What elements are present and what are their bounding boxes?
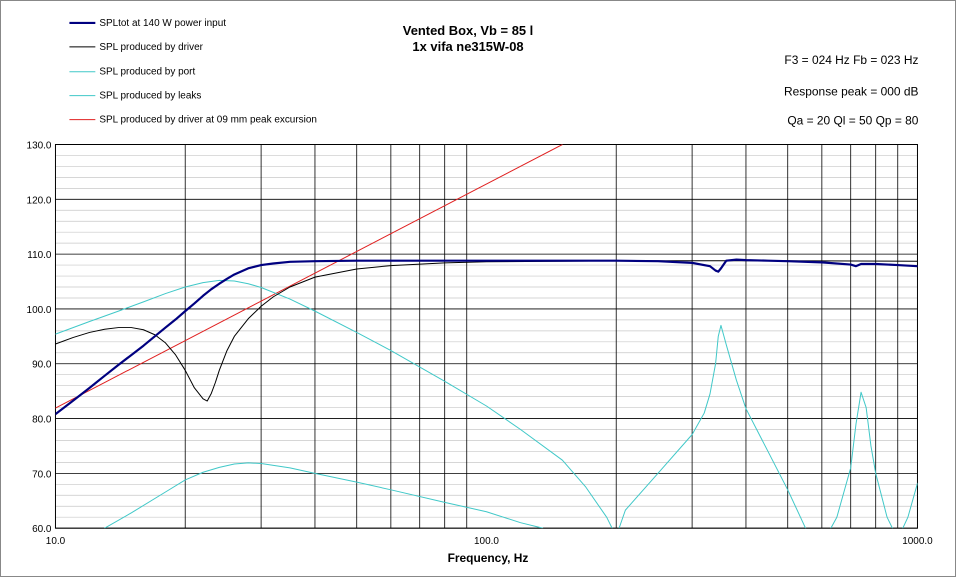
legend-entry-port: SPL produced by port: [69, 67, 195, 78]
legend: SPLtot at 140 W power input SPL produced…: [69, 18, 317, 126]
legend-label-leaks: SPL produced by leaks: [99, 91, 201, 102]
x-tick-label: 100.0: [474, 536, 499, 547]
plot-frame: [54, 144, 918, 529]
y-tick-label: 120.0: [27, 195, 52, 206]
series-layer: [55, 144, 918, 529]
plot-area: [54, 144, 918, 529]
x-axis-label: Frequency, Hz: [448, 551, 529, 565]
y-tick-label: 100.0: [27, 305, 52, 316]
grid-vertical: [184, 144, 899, 529]
chart-title-line-1: Vented Box, Vb = 85 l: [403, 23, 534, 38]
legend-entry-excursion: SPL produced by driver at 09 mm peak exc…: [69, 115, 317, 126]
y-tick-label: 110.0: [27, 250, 52, 261]
legend-label-spltot: SPLtot at 140 W power input: [99, 18, 226, 29]
y-tick-label: 130.0: [27, 140, 52, 151]
legend-entry-leaks: SPL produced by leaks: [69, 91, 201, 102]
y-tick-label: 60.0: [32, 524, 52, 535]
x-axis-tick-labels: 10.0 100.0 1000.0: [46, 536, 933, 547]
legend-label-port: SPL produced by port: [99, 67, 195, 78]
y-tick-label: 80.0: [32, 415, 52, 426]
series-line-port: [55, 279, 918, 529]
x-tick-label: 1000.0: [902, 536, 933, 547]
legend-label-excursion: SPL produced by driver at 09 mm peak exc…: [99, 115, 317, 126]
x-tick-label: 10.0: [46, 536, 66, 547]
series-line-driver: [55, 260, 918, 402]
chart-title-line-2: 1x vifa ne315W-08: [412, 39, 523, 54]
info-response-peak: Response peak = 000 dB: [784, 85, 918, 99]
info-f3-fb: F3 = 024 Hz Fb = 023 Hz: [784, 53, 918, 67]
grid-minor-horizontal: [55, 155, 918, 518]
series-line-excursion: [55, 144, 563, 409]
y-tick-label: 90.0: [32, 360, 52, 371]
legend-entry-driver: SPL produced by driver: [69, 42, 204, 53]
series-line-spltot: [55, 258, 918, 416]
series-line-leaks: [104, 462, 544, 529]
y-tick-label: 70.0: [32, 469, 52, 480]
info-q-values: Qa = 20 Ql = 50 Qp = 80: [787, 114, 918, 128]
y-axis-tick-labels: 60.0 70.0 80.0 90.0 100.0 110.0 120.0 130.0: [27, 140, 52, 535]
legend-label-driver: SPL produced by driver: [99, 42, 203, 53]
legend-entry-spltot: SPLtot at 140 W power input: [69, 18, 226, 29]
